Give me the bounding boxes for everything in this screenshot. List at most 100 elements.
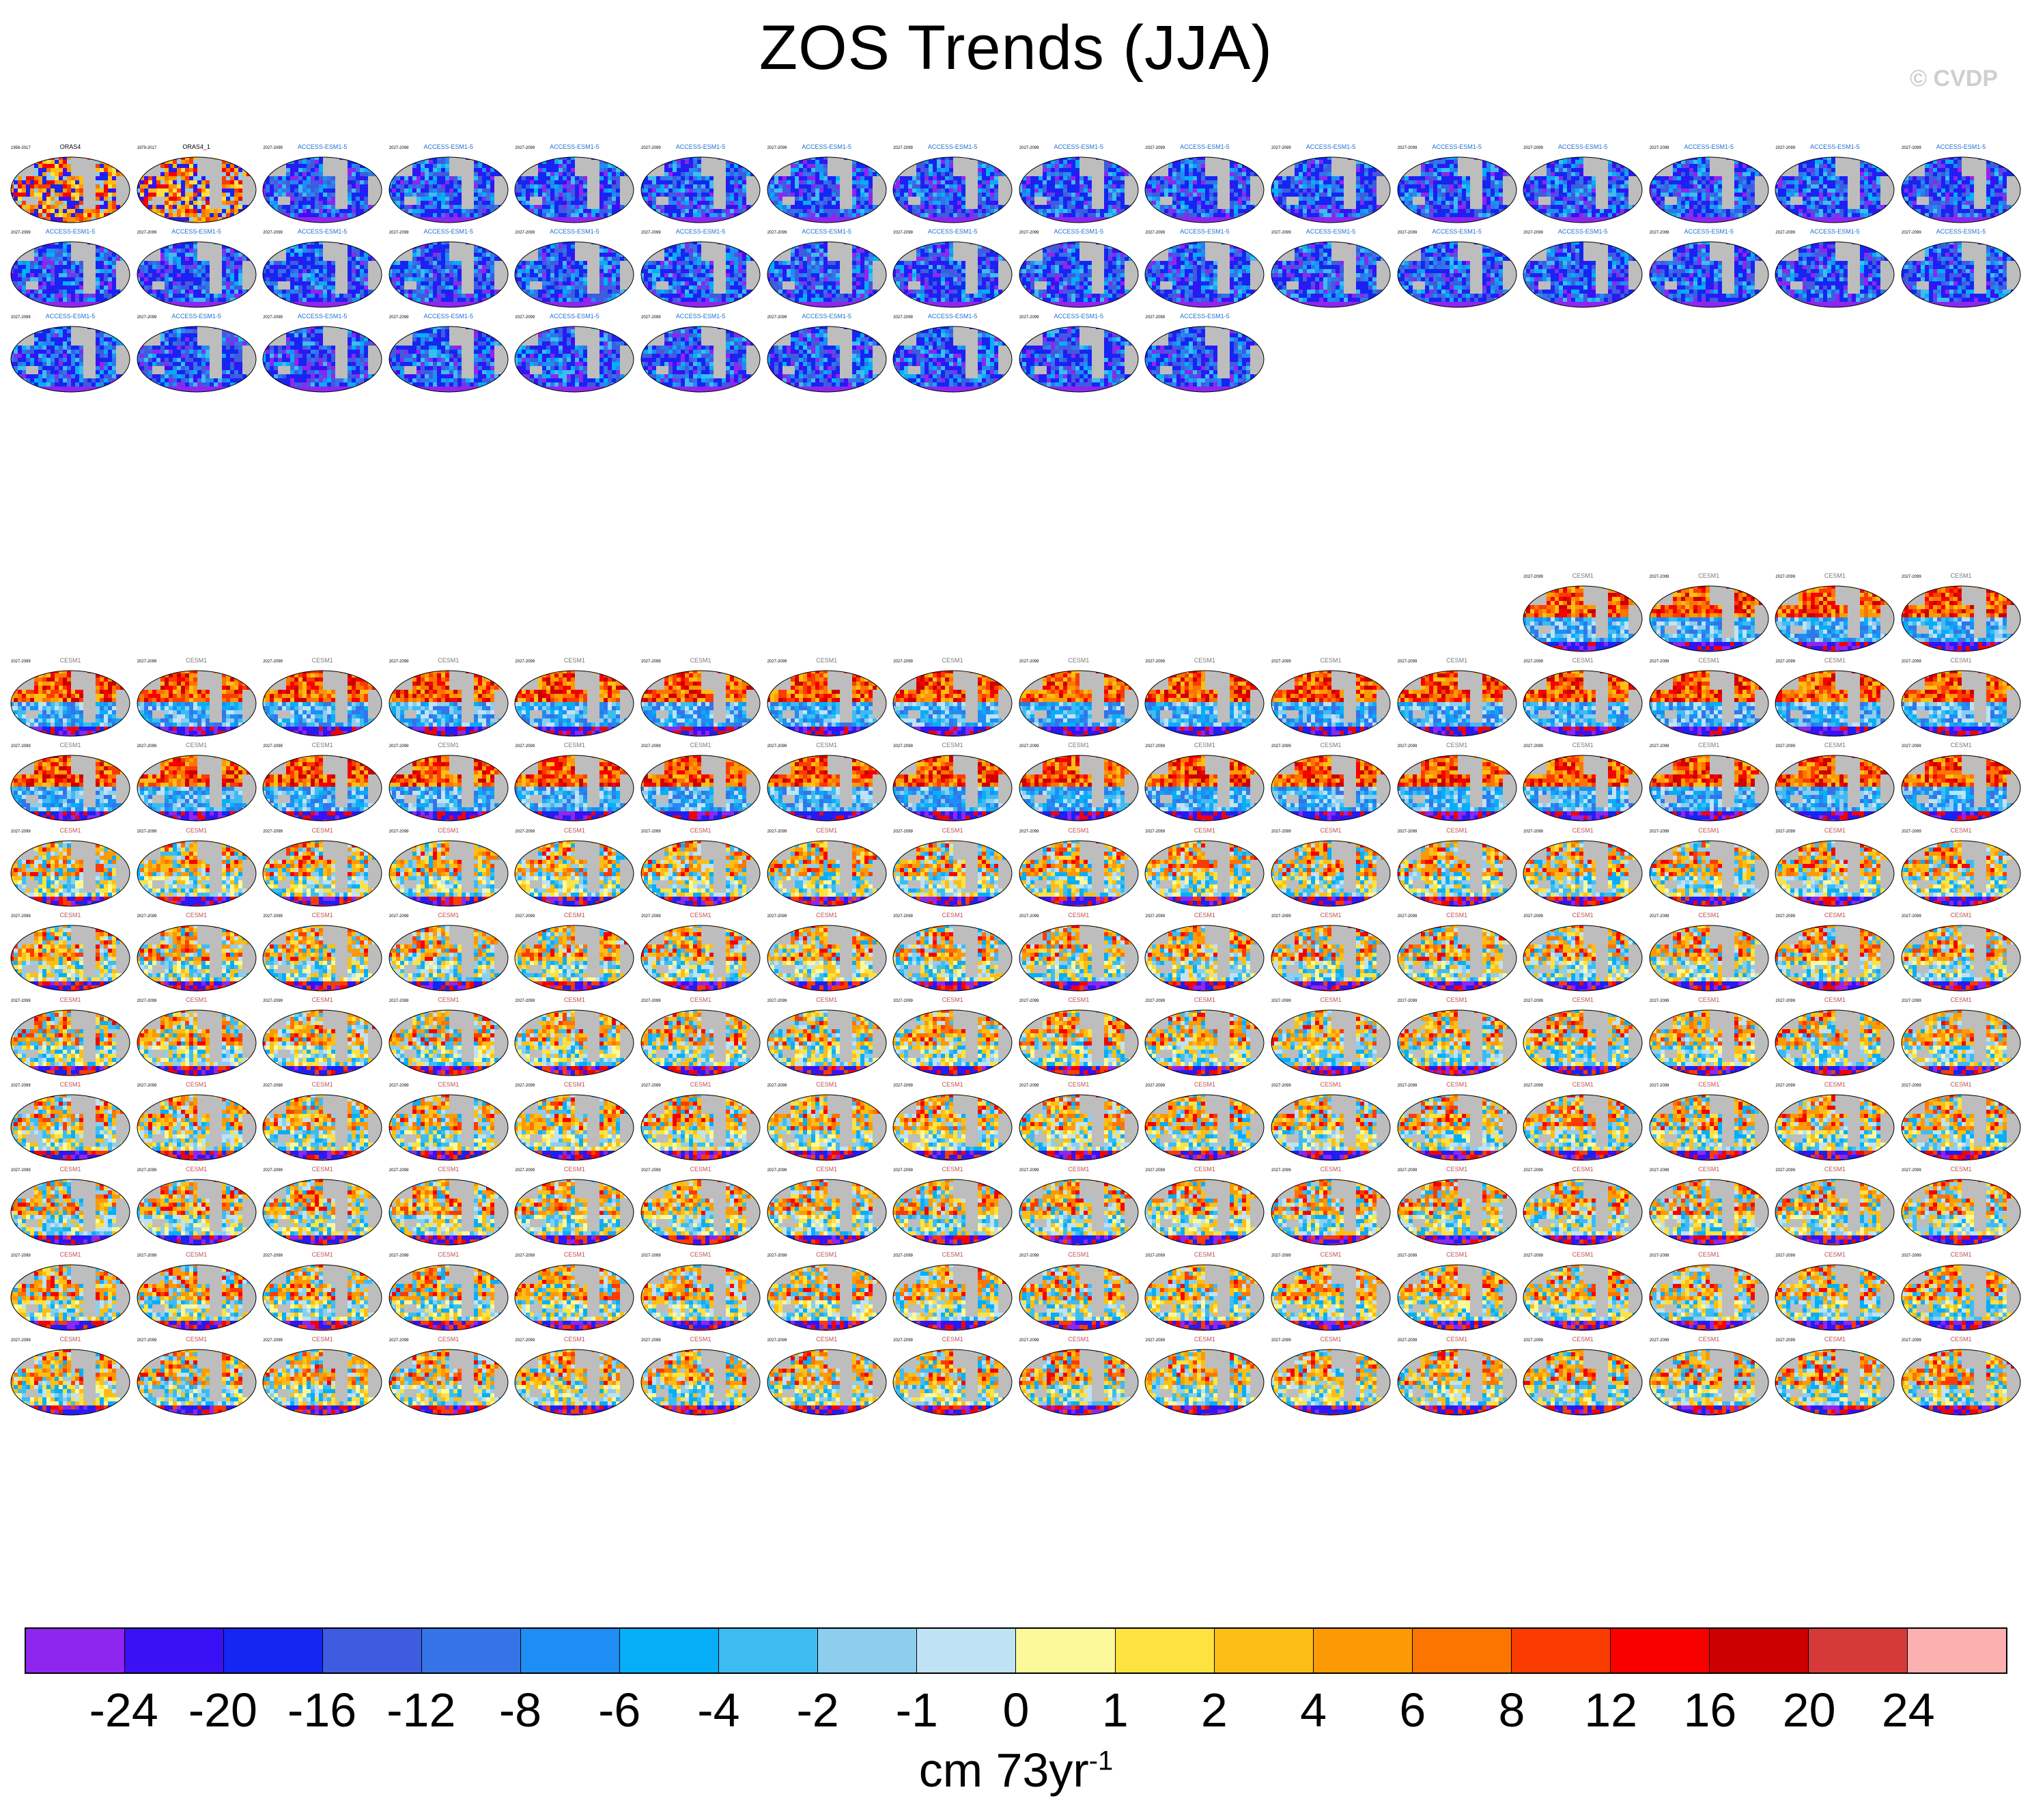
panel-title: CESM1 (640, 827, 761, 834)
panel-title: ACCESS-ESM1-5 (1396, 143, 1518, 150)
panel-title: CESM1 (1396, 912, 1518, 919)
map-panel-cesm: 2027-2099 CESM1 (1774, 996, 1895, 1077)
panel-title: CESM1 (766, 1166, 888, 1173)
panel-title: ACCESS-ESM1-5 (262, 228, 383, 235)
panel-title: CESM1 (388, 742, 509, 748)
panel-title: ACCESS-ESM1-5 (1648, 143, 1770, 150)
map-panel-cesm: 2027-2099 CESM1 (766, 1251, 888, 1332)
map-panel-cesm: 2027-2099 CESM1 (1648, 1251, 1770, 1332)
panel-title: CESM1 (1522, 912, 1643, 919)
map-panel-cesm: 2027-2099 CESM1 (1774, 912, 1895, 992)
panel-title: CESM1 (10, 1081, 131, 1088)
panel-title: CESM1 (1648, 996, 1770, 1003)
panel-title: CESM1 (1018, 1166, 1140, 1173)
panel-title: CESM1 (640, 1081, 761, 1088)
map-panel-cesm: 2027-2099 CESM1 (1144, 827, 1265, 908)
panel-title: CESM1 (1774, 1081, 1895, 1088)
map-panel-cesm: 2027-2099 CESM1 (1900, 742, 2022, 822)
panel-title: CESM1 (1270, 1081, 1392, 1088)
panel-title: CESM1 (388, 1336, 509, 1343)
panel-title: CESM1 (1396, 742, 1518, 748)
panel-title: CESM1 (513, 996, 635, 1003)
panel-title: CESM1 (1270, 1166, 1392, 1173)
copyright-label: © CVDP (1910, 66, 1998, 92)
map-panel-cesm: 2027-2099 CESM1 (1018, 1166, 1140, 1246)
map-panel-cesm: 2027-2099 CESM1 (1900, 827, 2022, 908)
units-superscript: -1 (1089, 1746, 1114, 1776)
colorbar (25, 1627, 2007, 1674)
map-panel-cesm: 2027-2099 CESM1 (513, 657, 635, 738)
colorbar-box-6 (620, 1629, 719, 1672)
panel-title: CESM1 (640, 912, 761, 919)
map-panel-cesm: 2027-2099 CESM1 (262, 1081, 383, 1162)
map-panel-cesm: 2027-2099 CESM1 (262, 1166, 383, 1246)
colorbar-tick-label: 16 (1683, 1683, 1736, 1737)
panel-title: CESM1 (1522, 1166, 1643, 1173)
panel-title: CESM1 (1144, 1336, 1265, 1343)
map-panel-cesm: 2027-2099 CESM1 (262, 996, 383, 1077)
map-panel-cesm: 2027-2099 CESM1 (1270, 742, 1392, 822)
map-panel-cesm: 2027-2099 CESM1 (1270, 1081, 1392, 1162)
map-panel-access: 2027-2099 ACCESS-ESM1-5 (136, 228, 257, 309)
map-panel-cesm: 2027-2099 CESM1 (1396, 912, 1518, 992)
map-panel-cesm: 2027-2099 CESM1 (1774, 742, 1895, 822)
panel-title: ACCESS-ESM1-5 (766, 313, 888, 320)
map-panel-cesm: 2027-2099 CESM1 (892, 1251, 1013, 1332)
colorbar-tick-label: 20 (1783, 1683, 1836, 1737)
map-panel-cesm: 2027-2099 CESM1 (10, 1251, 131, 1332)
map-panel-cesm: 2027-2099 CESM1 (388, 1336, 509, 1416)
map-panel-access: 2027-2099 ACCESS-ESM1-5 (136, 313, 257, 393)
map-panel-access: 2027-2099 ACCESS-ESM1-5 (766, 313, 888, 393)
panel-title: CESM1 (1900, 1336, 2022, 1343)
map-panel-cesm: 2027-2099 CESM1 (1522, 742, 1643, 822)
panel-title: CESM1 (10, 912, 131, 919)
colorbar-box-0 (26, 1629, 125, 1672)
map-panel-cesm: 2027-2099 CESM1 (1648, 912, 1770, 992)
panel-title: CESM1 (262, 1081, 383, 1088)
panel-title: CESM1 (262, 657, 383, 664)
panel-title: CESM1 (766, 657, 888, 664)
map-panel-cesm: 2027-2099 CESM1 (1144, 912, 1265, 992)
map-panel-cesm: 2027-2099 CESM1 (640, 1081, 761, 1162)
map-panel-cesm: 2027-2099 CESM1 (10, 912, 131, 992)
map-panel-cesm: 2027-2099 CESM1 (388, 1081, 509, 1162)
map-panel-cesm: 2027-2099 CESM1 (1774, 827, 1895, 908)
map-panel-access: 2027-2099 ACCESS-ESM1-5 (10, 228, 131, 309)
panel-title: CESM1 (766, 1251, 888, 1258)
map-panel-cesm: 2027-2099 CESM1 (10, 1081, 131, 1162)
map-panel-access: 2027-2099 ACCESS-ESM1-5 (1018, 143, 1140, 224)
map-panel-cesm: 2027-2099 CESM1 (1522, 1081, 1643, 1162)
panel-title: CESM1 (388, 996, 509, 1003)
panel-title: ACCESS-ESM1-5 (388, 143, 509, 150)
panel-title: CESM1 (1522, 996, 1643, 1003)
panel-title: ORAS4_1 (136, 143, 257, 150)
panel-title: CESM1 (1522, 572, 1643, 579)
map-panel-cesm: 2027-2099 CESM1 (766, 1081, 888, 1162)
map-panel-cesm: 2027-2099 CESM1 (1396, 1081, 1518, 1162)
map-panel-cesm: 2027-2099 CESM1 (136, 1336, 257, 1416)
panel-title: CESM1 (1144, 912, 1265, 919)
colorbar-box-8 (818, 1629, 917, 1672)
map-panel-access: 2027-2099 ACCESS-ESM1-5 (640, 313, 761, 393)
map-panel-cesm: 2027-2099 CESM1 (513, 1336, 635, 1416)
panel-title: CESM1 (388, 1081, 509, 1088)
map-panel-access: 2027-2099 ACCESS-ESM1-5 (1018, 228, 1140, 309)
panel-title: ACCESS-ESM1-5 (1270, 143, 1392, 150)
map-panel-cesm: 2027-2099 CESM1 (1648, 1166, 1770, 1246)
colorbar-tick-label: 2 (1201, 1683, 1228, 1737)
panel-title: ACCESS-ESM1-5 (1144, 313, 1265, 320)
panel-title: CESM1 (1018, 827, 1140, 834)
map-panel-access: 2027-2099 ACCESS-ESM1-5 (1774, 228, 1895, 309)
colorbar-tick-label: -8 (499, 1683, 541, 1737)
panel-title: CESM1 (136, 1251, 257, 1258)
map-panel-cesm: 2027-2099 CESM1 (1900, 1081, 2022, 1162)
panel-title: CESM1 (1396, 827, 1518, 834)
panel-title: CESM1 (1018, 1081, 1140, 1088)
panel-title: CESM1 (1144, 1081, 1265, 1088)
panel-title: CESM1 (1018, 742, 1140, 748)
map-panel-cesm: 2027-2099 CESM1 (766, 657, 888, 738)
map-panel-access: 2027-2099 ACCESS-ESM1-5 (388, 228, 509, 309)
colorbar-tick-label: -20 (188, 1683, 257, 1737)
panel-title: CESM1 (1774, 912, 1895, 919)
map-panel-cesm: 2027-2099 CESM1 (1648, 742, 1770, 822)
